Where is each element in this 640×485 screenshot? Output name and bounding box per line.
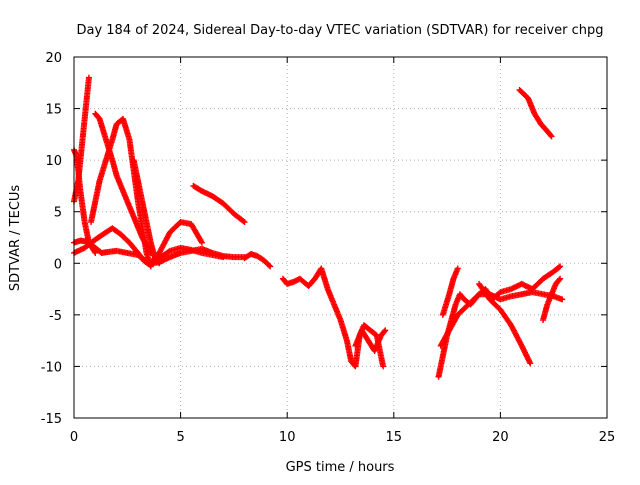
data-point — [454, 265, 461, 272]
y-tick-label: 10 — [45, 154, 62, 169]
y-tick-label: 0 — [54, 257, 62, 272]
y-tick-label: -5 — [49, 309, 62, 324]
data-points — [71, 74, 566, 380]
data-point — [92, 249, 99, 256]
y-tick-label: 5 — [54, 206, 62, 221]
x-tick-label: 15 — [386, 430, 403, 445]
data-point — [382, 327, 389, 334]
series-track-f — [92, 110, 154, 256]
data-point — [557, 263, 564, 270]
data-point — [198, 239, 205, 246]
data-point — [527, 360, 534, 367]
series-track-h — [147, 219, 205, 267]
data-point — [266, 262, 273, 269]
chart-title: Day 184 of 2024, Sidereal Day-to-day VTE… — [76, 23, 603, 38]
data-point — [380, 363, 387, 370]
ticks: 0 5 10 15 20 25 -15 -10 -5 0 5 10 15 20 — [41, 51, 616, 445]
x-tick-label: 10 — [279, 430, 296, 445]
data-point — [547, 132, 554, 139]
series-track-l — [279, 265, 387, 370]
series-track-j — [190, 182, 248, 226]
data-point — [165, 248, 172, 255]
y-axis-label: SDTVAR / TECUs — [8, 185, 23, 292]
data-point — [559, 296, 566, 303]
x-tick-label: 25 — [599, 430, 616, 445]
y-tick-label: 15 — [45, 103, 62, 118]
x-tick-label: 5 — [176, 430, 184, 445]
series-track-q — [437, 289, 566, 349]
y-tick-label: -15 — [41, 412, 62, 427]
x-tick-label: 20 — [492, 430, 509, 445]
data-point — [85, 74, 92, 81]
grid — [74, 57, 607, 418]
data-point — [240, 218, 247, 225]
x-axis-label: GPS time / hours — [286, 460, 395, 475]
data-point — [381, 328, 388, 335]
data-point — [548, 133, 555, 140]
data-point — [220, 254, 227, 261]
data-point — [557, 275, 564, 282]
series-track-o — [439, 265, 461, 318]
data-point — [556, 276, 563, 283]
series-track-i — [147, 244, 227, 269]
series-track-m — [352, 327, 389, 354]
y-tick-label: 20 — [45, 51, 62, 66]
x-tick-label: 0 — [70, 430, 78, 445]
plot-frame — [73, 56, 608, 419]
y-tick-label: -10 — [41, 360, 62, 375]
data-point — [556, 264, 563, 271]
series-track-s — [516, 87, 555, 140]
series-track-r — [540, 275, 564, 324]
data-point — [241, 219, 248, 226]
series-track-k — [241, 251, 274, 270]
data-point — [156, 260, 163, 267]
data-point — [267, 263, 274, 270]
